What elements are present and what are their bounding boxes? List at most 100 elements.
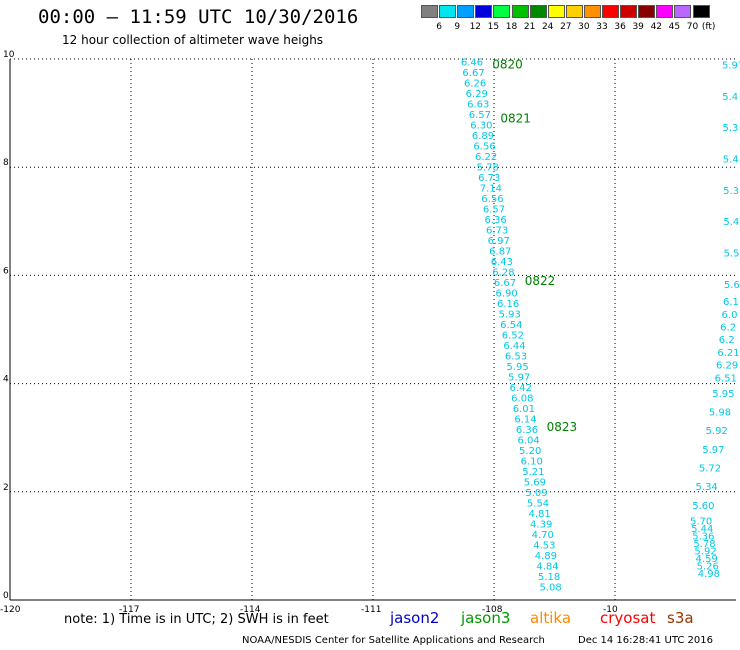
wave-height-value: 6.97 [488,236,510,247]
legend-unit: (ft) [701,22,716,32]
satellite-name: s3a [667,609,694,627]
wave-height-value: 5.78 [693,539,715,550]
legend-swatch [421,5,438,18]
wave-height-value: 6.57 [469,110,491,121]
wave-height-value: 4.53 [533,540,555,551]
wave-height-value: 5.4 [723,154,739,165]
credit-line: NOAA/NESDIS Center for Satellite Applica… [242,635,545,646]
wave-height-value: 6.54 [500,320,522,331]
wave-height-value: 6.43 [491,257,513,268]
wave-height-value: 5.34 [696,482,718,493]
satellite-name: jason2 [390,609,440,627]
wave-height-value: 6.29 [716,361,738,372]
pass-time-labels: 0820 0821 0822 0823 [492,57,577,433]
legend-swatch [638,5,656,18]
wave-height-value: 6.63 [467,100,489,111]
wave-height-value: 6.2 [720,323,736,334]
wave-height-value: 6.01 [513,404,535,415]
wave-height-value: 5.54 [527,499,549,510]
legend-label: 15 [487,22,500,32]
axis-ticks: -120 -117 -114 -111 -108 -10 10 8 6 4 2 0 [0,50,618,615]
map-grid [9,58,736,601]
wave-height-value: 6.26 [464,79,486,90]
legend-swatch [511,5,529,18]
legend-swatch [674,5,692,18]
wave-height-value: 6.29 [466,89,488,100]
legend-label: 45 [668,22,681,32]
legend-label: 42 [650,22,663,32]
wave-height-value: 5.08 [540,582,562,593]
units-note: note: 1) Time is in UTC; 2) SWH is in fe… [64,612,329,627]
wave-height-value: 6.56 [481,194,503,205]
wave-height-value: 4.59 [696,554,718,565]
wave-height-value: 4.81 [528,509,550,520]
legend-label: 6 [436,22,442,32]
legend-swatch [620,5,638,18]
wave-height-value: 5.4 [722,92,738,103]
legend-label: 33 [596,22,608,32]
wave-height-value: 6.57 [483,205,505,216]
wave-height-value: 5.26 [697,561,719,572]
wave-height-value: 5.5 [724,248,740,259]
legend-swatch [475,5,493,18]
lat-tick-label: 4 [3,375,9,385]
wave-height-value: 6.44 [503,341,525,352]
legend-swatch [656,5,674,18]
wave-height-value: 5.72 [699,464,721,475]
wave-height-value: 6.10 [521,457,543,468]
legend-label: 27 [560,22,572,32]
wave-height-value: 5.97 [722,60,740,71]
wave-height-value: 5.97 [508,373,530,384]
page-title: 00:00 – 11:59 UTC 10/30/2016 [38,6,359,28]
lon-tick-label: -114 [240,605,261,615]
legend-swatch [583,5,601,18]
wave-height-value: 5.69 [524,478,546,489]
wave-height-value: 5.92 [694,547,716,558]
wave-height-value: 4.84 [536,561,558,572]
wave-height-value: 5.36 [692,532,714,543]
pass-time-label: 0820 [492,57,523,71]
wave-height-value: 5.20 [519,446,541,457]
lon-tick-label: -10 [603,605,618,615]
wave-height-value: 5.4 [723,217,739,228]
satellite-name: altika [530,609,572,627]
pass-time-label: 0821 [500,112,531,126]
legend-label: 18 [505,22,518,32]
wave-height-value: 5.60 [692,501,714,512]
wave-height-value: 6.04 [517,436,539,447]
wave-height-value: 5.98 [709,408,731,419]
altimeter-track-b: 5.97 5.4 5.3 5.4 5.3 5.4 5.5 5.6 6.1 6.0 6.26.2 6.2… [690,60,740,580]
wave-height-value: 5.95 [506,362,528,373]
legend-label: 21 [523,22,536,32]
wave-height-value: 6.52 [502,331,524,342]
wave-height-value: 6.1 [723,297,739,308]
satellite-name: cryosat [600,609,656,627]
wave-height-value: 5.3 [723,186,739,197]
legend-swatch [493,5,511,18]
lon-tick-label: -108 [482,605,503,615]
lat-tick-label: 2 [3,483,9,493]
wave-height-value: 6.22 [475,152,497,163]
wave-height-value: 6.2 [719,335,735,346]
lon-tick-label: -117 [119,605,139,615]
wave-height-value: 5.3 [723,123,739,134]
wave-height-value: 6.08 [511,394,533,405]
pass-time-label: 0823 [547,420,578,434]
wave-height-value: 6.16 [497,299,519,310]
page-subtitle: 12 hour collection of altimeter wave hei… [62,33,324,47]
legend-swatch [529,5,547,18]
wave-height-value: 4.39 [530,520,552,531]
legend-swatch [457,5,475,18]
altimeter-track-a: 6.466.676.266.296.636.576.306.896.566.22… [461,58,562,594]
wave-height-value: 6.0 [722,310,738,321]
wave-height-value: 5.97 [702,445,724,456]
wave-height-value: 5.6 [724,280,740,291]
wave-height-value: 4.89 [535,551,557,562]
legend-label: 12 [469,22,482,32]
wave-height-value: 5.18 [538,572,560,583]
pass-time-label: 0822 [525,274,556,288]
wave-height-value: 5.21 [522,467,544,478]
wave-height-value: 6.42 [510,383,532,394]
lon-tick-label: -111 [361,605,381,615]
